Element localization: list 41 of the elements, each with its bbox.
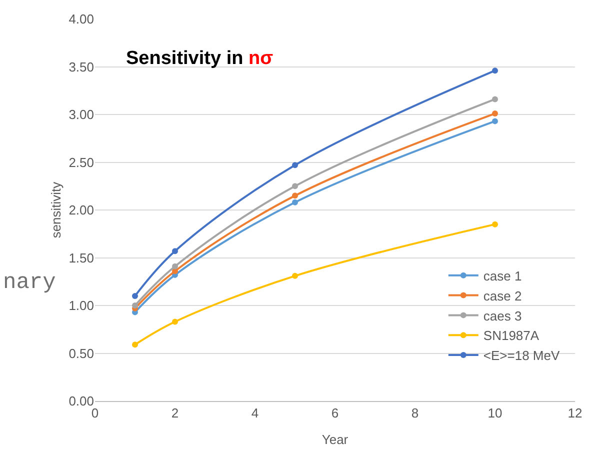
y-axis-title: sensitivity [48, 181, 64, 238]
point [132, 302, 138, 308]
y-tick-label: 4.00 [68, 12, 94, 27]
x-tick-label: 2 [171, 406, 179, 421]
point [132, 342, 138, 348]
point [492, 118, 498, 124]
text: nary [3, 270, 56, 295]
x-axis-title: Year [322, 432, 349, 448]
x-tick-label: 0 [91, 406, 99, 421]
y-tick-label: 3.00 [68, 107, 94, 122]
legend-label: case 2 [483, 288, 522, 304]
legend-label: <E>=18 MeV [483, 348, 560, 364]
point [292, 272, 298, 279]
x-tick-label: 12 [568, 406, 582, 421]
y-tick-label: 2.50 [68, 154, 94, 170]
point [492, 110, 498, 117]
point [292, 192, 298, 199]
point [492, 68, 498, 74]
x-tick-label: 4 [251, 406, 259, 421]
point [172, 248, 178, 254]
x-tick-label: 8 [411, 406, 419, 421]
y-tick-label: 0.50 [68, 346, 94, 361]
point [292, 183, 298, 190]
legend-label: caes 3 [483, 308, 522, 324]
y-tick-label: 0.00 [68, 394, 94, 409]
text: Sensitivity in nσ [126, 48, 274, 69]
legend-label: SN1987A [483, 328, 540, 344]
point [132, 292, 138, 299]
point [492, 221, 498, 228]
point [292, 199, 298, 206]
y-tick-label: 3.50 [68, 59, 94, 74]
y-tick-label: 1.50 [68, 250, 94, 266]
point [172, 318, 178, 325]
x-tick-label: 6 [331, 406, 339, 421]
point [172, 263, 178, 270]
x-tick-label: 10 [488, 406, 502, 421]
legend-label: case 1 [483, 268, 522, 284]
y-tick-label: 2.00 [68, 202, 94, 218]
point [492, 96, 498, 102]
y-tick-label: 1.00 [68, 298, 94, 314]
point [292, 162, 298, 168]
